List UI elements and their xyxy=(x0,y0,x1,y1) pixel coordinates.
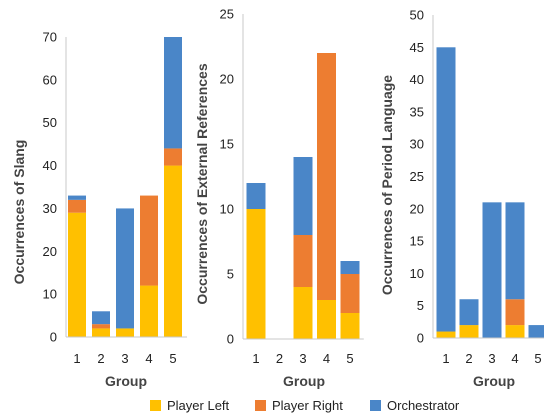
chart-3-bar-player-left-group-1 xyxy=(436,331,456,338)
chart-3-x-tick-label: 1 xyxy=(442,351,449,366)
chart-3-bar-orchestrator-group-2 xyxy=(459,299,479,326)
chart-3-bar-orchestrator-group-4 xyxy=(505,202,525,300)
legend-label-player-left: Player Left xyxy=(167,398,230,413)
chart-3-x-axis-title: Group xyxy=(473,373,515,389)
chart-1-bar-player-right-group-2 xyxy=(92,324,110,329)
chart-1-x-tick-label: 2 xyxy=(97,351,104,366)
chart-1-y-tick-label: 0 xyxy=(50,330,57,345)
chart-2-y-tick-label: 25 xyxy=(220,7,234,22)
chart-2-x-axis-title: Group xyxy=(283,373,325,389)
chart-1-bar-player-right-group-1 xyxy=(68,199,86,213)
chart-2-x-tick-label: 1 xyxy=(252,351,259,366)
chart-2-bar-orchestrator-group-3 xyxy=(293,157,313,235)
chart-3-y-tick-label: 45 xyxy=(410,40,424,55)
chart-3-y-tick-label: 15 xyxy=(410,234,424,249)
chart-2-bar-player-left-group-4 xyxy=(317,300,336,339)
legend-label-orchestrator: Orchestrator xyxy=(387,398,460,413)
chart-3-y-tick-label: 0 xyxy=(417,331,424,346)
legend-item-player-left: Player Left xyxy=(150,398,229,413)
chart-3-y-tick-label: 20 xyxy=(410,201,424,216)
chart-3-y-tick-label: 50 xyxy=(410,8,424,23)
chart-3-y-axis-title: Occurrences of Period Language xyxy=(379,75,395,295)
chart-2-x-tick-label: 3 xyxy=(299,351,306,366)
chart-1-y-tick-label: 10 xyxy=(43,287,57,302)
chart-1-bar-player-left-group-2 xyxy=(92,328,110,337)
chart-1-y-tick-label: 60 xyxy=(43,72,57,87)
chart-1-y-tick-label: 70 xyxy=(43,30,57,45)
chart-3-y-tick-label: 10 xyxy=(410,266,424,281)
chart-1-y-tick-label: 20 xyxy=(43,244,57,259)
chart-3-bar-orchestrator-group-5 xyxy=(528,325,544,338)
chart-3-x-tick-label: 5 xyxy=(534,351,541,366)
chart-3-bar-orchestrator-group-3 xyxy=(482,202,502,338)
chart-1-bar-player-right-group-5 xyxy=(164,148,182,166)
chart-1-y-tick-label: 40 xyxy=(43,158,57,173)
chart-2-bar-orchestrator-group-1 xyxy=(246,183,266,209)
chart-1-y-tick-label: 50 xyxy=(43,115,57,130)
legend-swatch-player-left xyxy=(150,400,161,411)
chart-3-y-tick-label: 5 xyxy=(417,298,424,313)
chart-2-y-tick-label: 5 xyxy=(227,267,234,282)
legend-label-player-right: Player Right xyxy=(272,398,343,413)
chart-2-y-tick-label: 10 xyxy=(220,202,234,217)
chart-3-bar-player-left-group-4 xyxy=(505,325,525,338)
chart-3-y-tick-label: 30 xyxy=(410,137,424,152)
legend-swatch-orchestrator xyxy=(370,400,381,411)
chart-1-bar-player-left-group-5 xyxy=(164,165,182,337)
chart-1-bar-player-right-group-4 xyxy=(140,195,158,286)
chart-1-y-tick-label: 30 xyxy=(43,201,57,216)
chart-1-bar-orchestrator-group-3 xyxy=(116,208,134,329)
chart-2-y-tick-label: 0 xyxy=(227,332,234,347)
chart-1-x-tick-label: 3 xyxy=(121,351,128,366)
legend-item-orchestrator: Orchestrator xyxy=(370,398,459,413)
chart-3-y-tick-label: 35 xyxy=(410,104,424,119)
legend-swatch-player-right xyxy=(255,400,266,411)
chart-3-x-tick-label: 4 xyxy=(511,351,518,366)
chart-2-bar-player-left-group-3 xyxy=(293,287,313,339)
chart-2-bar-player-left-group-1 xyxy=(246,209,266,339)
chart-3-bar-orchestrator-group-1 xyxy=(436,47,456,332)
chart-2-y-tick-label: 15 xyxy=(220,137,234,152)
chart-2-x-tick-label: 5 xyxy=(346,351,353,366)
chart-2-y-tick-label: 20 xyxy=(220,72,234,87)
chart-1-bar-orchestrator-group-5 xyxy=(164,37,182,149)
chart-2-bar-orchestrator-group-5 xyxy=(340,261,360,274)
chart-1-bar-orchestrator-group-1 xyxy=(68,195,86,200)
chart-3-bar-player-right-group-4 xyxy=(505,299,525,326)
chart-2: 0 5 10 15 20 25 1 2 3 4 5 Group Occurrences of Exter… xyxy=(194,7,364,389)
chart-1-x-tick-label: 1 xyxy=(73,351,80,366)
chart-1-x-axis-title: Group xyxy=(105,373,147,389)
chart-3-x-tick-label: 3 xyxy=(488,351,495,366)
chart-3-bar-player-left-group-2 xyxy=(459,325,479,338)
legend: Player Left Player Right Orchestrator xyxy=(0,398,544,416)
chart-1-bar-orchestrator-group-2 xyxy=(92,311,110,325)
chart-1-x-tick-label: 4 xyxy=(145,351,152,366)
chart-2-bar-player-right-group-5 xyxy=(340,274,360,313)
chart-1-bar-player-left-group-3 xyxy=(116,328,134,337)
chart-1-x-tick-label: 5 xyxy=(169,351,176,366)
chart-2-y-axis-title: Occurrences of External References xyxy=(194,63,210,304)
chart-1-y-axis-title: Occurrences of Slang xyxy=(11,140,27,285)
chart-2-x-tick-label: 4 xyxy=(323,351,330,366)
chart-2-bar-player-left-group-5 xyxy=(340,313,360,339)
legend-item-player-right: Player Right xyxy=(255,398,343,413)
chart-3-y-tick-label: 40 xyxy=(410,72,424,87)
chart-2-bar-player-right-group-3 xyxy=(293,235,313,287)
chart-2-x-tick-label: 2 xyxy=(276,351,283,366)
chart-3-y-tick-label: 25 xyxy=(410,169,424,184)
chart-2-bar-player-right-group-4 xyxy=(317,53,336,300)
chart-1: 0 10 20 30 40 50 60 70 1 2 3 4 5 Group Occurrences of … xyxy=(11,30,187,389)
chart-1-bar-player-left-group-4 xyxy=(140,285,158,337)
chart-1-bar-player-left-group-1 xyxy=(68,212,86,337)
chart-3-x-tick-label: 2 xyxy=(465,351,472,366)
